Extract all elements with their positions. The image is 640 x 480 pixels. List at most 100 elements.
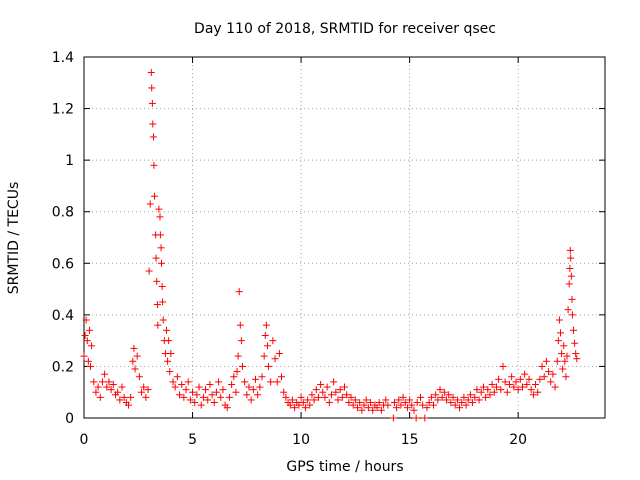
data-point <box>354 404 362 412</box>
data-point <box>159 316 167 324</box>
data-point <box>278 373 286 381</box>
data-point <box>258 373 266 381</box>
data-point <box>109 380 117 388</box>
data-point <box>553 357 561 365</box>
data-point <box>267 378 275 386</box>
data-point <box>165 337 173 345</box>
data-point <box>223 404 231 412</box>
data-point <box>261 331 269 339</box>
data-point <box>125 401 133 409</box>
data-point <box>451 401 459 409</box>
x-axis-label: GPS time / hours <box>286 459 403 475</box>
data-point <box>336 386 344 394</box>
data-point <box>573 355 581 363</box>
data-point <box>464 396 472 404</box>
data-point <box>525 375 533 383</box>
data-point <box>167 350 175 358</box>
data-point <box>256 383 264 391</box>
data-point <box>558 350 566 358</box>
data-point <box>377 406 385 414</box>
data-point <box>286 401 294 409</box>
data-point <box>197 401 205 409</box>
data-point <box>202 386 210 394</box>
data-point <box>147 68 155 76</box>
data-point <box>265 362 273 370</box>
data-point <box>362 396 370 404</box>
data-point <box>243 391 251 399</box>
data-point <box>549 370 557 378</box>
data-point <box>127 393 135 401</box>
data-point <box>568 295 576 303</box>
data-point <box>92 388 100 396</box>
data-point <box>135 373 143 381</box>
data-point <box>149 133 157 141</box>
data-point <box>375 399 383 407</box>
data-point <box>434 396 442 404</box>
data-point <box>445 391 453 399</box>
data-point <box>327 391 335 399</box>
data-point <box>514 386 522 394</box>
data-point <box>145 267 153 275</box>
data-point <box>427 393 435 401</box>
data-point <box>347 393 355 401</box>
data-point <box>271 355 279 363</box>
data-point <box>237 337 245 345</box>
data-point <box>247 396 255 404</box>
data-point <box>312 386 320 394</box>
data-point <box>254 391 262 399</box>
data-point <box>182 386 190 394</box>
data-point <box>416 393 424 401</box>
data-point <box>150 161 158 169</box>
data-point <box>384 401 392 409</box>
x-tick-label: 0 <box>80 432 89 448</box>
data-point <box>471 393 479 401</box>
x-tick-label: 5 <box>188 432 197 448</box>
data-point <box>341 383 348 391</box>
data-point <box>146 200 154 208</box>
data-point <box>120 393 128 401</box>
data-point <box>162 326 170 334</box>
data-point <box>156 231 164 239</box>
data-point <box>423 404 431 412</box>
data-point <box>87 362 95 370</box>
data-point <box>195 383 203 391</box>
data-point <box>393 404 401 412</box>
data-point <box>225 393 233 401</box>
data-point <box>144 386 152 394</box>
data-point <box>235 288 243 296</box>
data-point <box>319 388 327 396</box>
data-point <box>164 357 172 365</box>
data-point <box>501 378 509 386</box>
data-point <box>153 277 161 285</box>
data-point <box>191 399 199 407</box>
data-point <box>149 120 157 128</box>
data-point <box>189 388 197 396</box>
data-point <box>107 386 115 394</box>
data-point <box>484 386 492 394</box>
tick-labels: 0 5 10 15 20 0 0.2 0.4 0.6 0.8 1 1.2 1.4 <box>52 50 527 448</box>
data-point <box>564 306 572 314</box>
data-point <box>462 401 470 409</box>
data-point <box>148 84 156 92</box>
data-point <box>408 401 416 409</box>
data-point <box>486 391 494 399</box>
data-point <box>101 370 109 378</box>
data-point <box>157 259 165 267</box>
data-point <box>114 388 122 396</box>
data-point <box>555 316 563 324</box>
data-point <box>186 396 194 404</box>
data-point <box>338 393 346 401</box>
data-point <box>82 316 90 324</box>
data-point <box>443 396 451 404</box>
data-point <box>364 404 372 412</box>
data-point <box>173 373 181 381</box>
data-point <box>477 388 485 396</box>
data-point <box>295 401 303 409</box>
data-point <box>321 393 329 401</box>
y-tick-label: 0.8 <box>52 205 74 221</box>
data-point <box>542 357 550 365</box>
data-point <box>245 383 253 391</box>
data-point <box>83 337 91 345</box>
data-point <box>488 380 496 388</box>
